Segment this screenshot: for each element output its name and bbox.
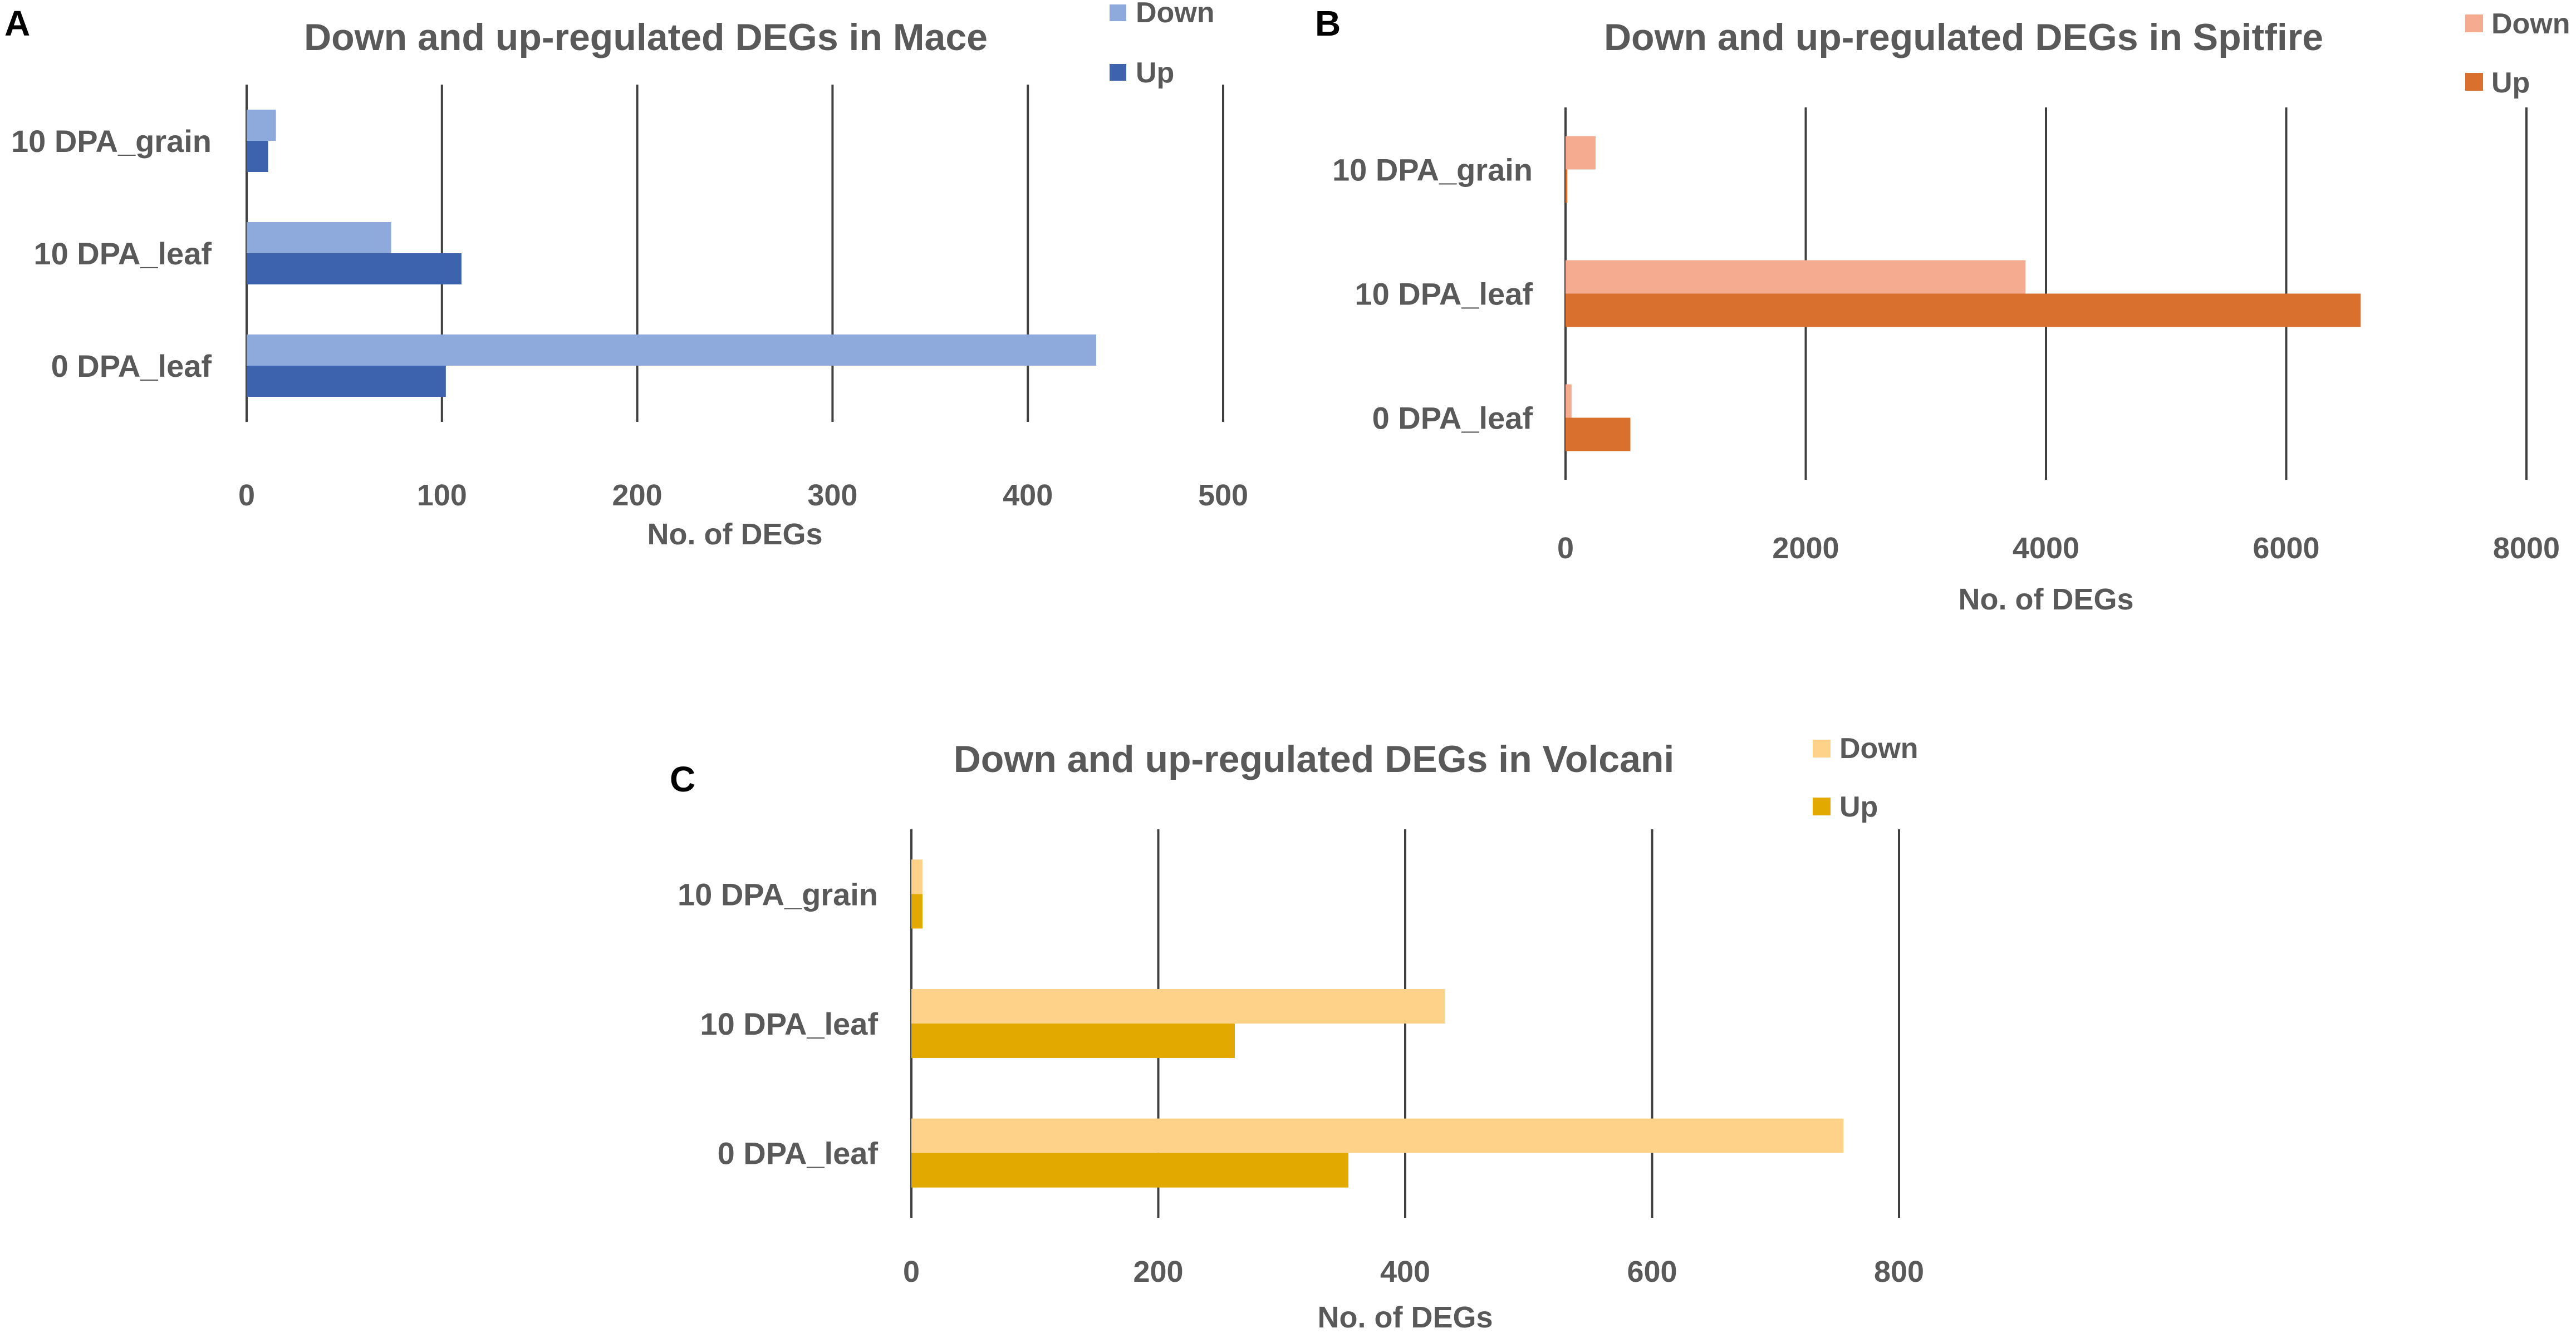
legend-swatch-down — [1110, 4, 1126, 21]
bar-down-0-dpa-leaf — [1566, 385, 1572, 418]
bar-down-10-dpa-leaf — [911, 989, 1445, 1024]
category-label: 10 DPA_leaf — [700, 1006, 878, 1041]
bar-up-10-dpa-grain — [911, 894, 923, 928]
x-tick-label: 800 — [1874, 1255, 1924, 1288]
x-tick-label: 6000 — [2253, 532, 2319, 565]
chart-title: Down and up-regulated DEGs in Spitfire — [1604, 16, 2323, 58]
legend-label-up: Up — [1136, 57, 1174, 89]
category-label: 10 DPA_grain — [1332, 153, 1533, 188]
chart-panel-b: B Down and up-regulated DEGs in Spitfire 0… — [1315, 3, 2570, 616]
bar-down-0-dpa-leaf — [247, 335, 1096, 366]
bar-down-0-dpa-leaf — [911, 1119, 1843, 1153]
bar-up-0-dpa-leaf — [1566, 418, 1631, 451]
x-tick-label: 2000 — [1772, 532, 1839, 565]
legend-label-up: Up — [1839, 791, 1878, 823]
x-tick-label: 400 — [1380, 1255, 1430, 1288]
category-label: 10 DPA_grain — [11, 124, 212, 159]
x-tick-label: 0 — [238, 479, 255, 512]
panel-letter: A — [4, 3, 30, 43]
x-tick-label: 8000 — [2493, 532, 2560, 565]
x-tick-label: 0 — [903, 1255, 920, 1288]
legend-swatch-up — [2465, 73, 2483, 91]
x-tick-label: 200 — [1133, 1255, 1183, 1288]
bar-up-10-dpa-grain — [247, 141, 268, 172]
bar-down-10-dpa-leaf — [1566, 260, 2025, 294]
x-tick-label: 500 — [1198, 479, 1248, 512]
category-label: 10 DPA_leaf — [33, 236, 212, 271]
bar-down-10-dpa-leaf — [247, 222, 391, 253]
figure: A Down and up-regulated DEGs in Mace 0 100 2… — [0, 0, 2576, 1333]
x-tick-label: 600 — [1627, 1255, 1677, 1288]
chart-title: Down and up-regulated DEGs in Mace — [304, 16, 988, 58]
bar-down-10-dpa-grain — [247, 110, 276, 141]
x-axis-title: No. of DEGs — [1317, 1301, 1493, 1333]
category-label: 0 DPA_leaf — [51, 348, 212, 383]
x-tick-label: 0 — [1557, 532, 1574, 565]
x-tick-label: 300 — [807, 479, 857, 512]
bar-up-0-dpa-leaf — [247, 366, 446, 397]
x-tick-label: 100 — [417, 479, 467, 512]
category-label: 0 DPA_leaf — [1372, 401, 1533, 436]
bar-down-10-dpa-grain — [911, 859, 923, 894]
category-label: 0 DPA_leaf — [718, 1136, 879, 1171]
bar-up-10-dpa-leaf — [911, 1024, 1235, 1058]
x-axis-title: No. of DEGs — [1958, 583, 2133, 616]
legend-label-down: Down — [1839, 732, 1918, 765]
bar-up-10-dpa-leaf — [247, 253, 462, 284]
legend-swatch-up — [1110, 64, 1126, 81]
legend-swatch-down — [1813, 740, 1831, 758]
panel-letter: C — [670, 759, 695, 799]
legend-label-down: Down — [1136, 0, 1215, 29]
bar-down-10-dpa-grain — [1566, 136, 1596, 170]
bar-up-10-dpa-leaf — [1566, 294, 2361, 327]
legend-label-up: Up — [2491, 67, 2530, 99]
legend-swatch-up — [1813, 798, 1831, 815]
legend-swatch-down — [2465, 14, 2483, 32]
chart-panel-c: C Down and up-regulated DEGs in Volcani 0 2… — [670, 732, 1924, 1333]
chart-title: Down and up-regulated DEGs in Volcani — [954, 738, 1675, 780]
x-axis-title: No. of DEGs — [647, 518, 822, 551]
x-tick-label: 400 — [1003, 479, 1053, 512]
legend-label-down: Down — [2491, 8, 2570, 40]
bar-up-0-dpa-leaf — [911, 1153, 1348, 1188]
panel-letter: B — [1315, 3, 1341, 43]
bar-up-10-dpa-grain — [1566, 170, 1567, 203]
category-label: 10 DPA_leaf — [1355, 277, 1533, 312]
x-tick-label: 200 — [612, 479, 663, 512]
x-tick-label: 4000 — [2013, 532, 2079, 565]
category-label: 10 DPA_grain — [678, 877, 878, 912]
chart-panel-a: A Down and up-regulated DEGs in Mace 0 100 2… — [4, 0, 1248, 551]
